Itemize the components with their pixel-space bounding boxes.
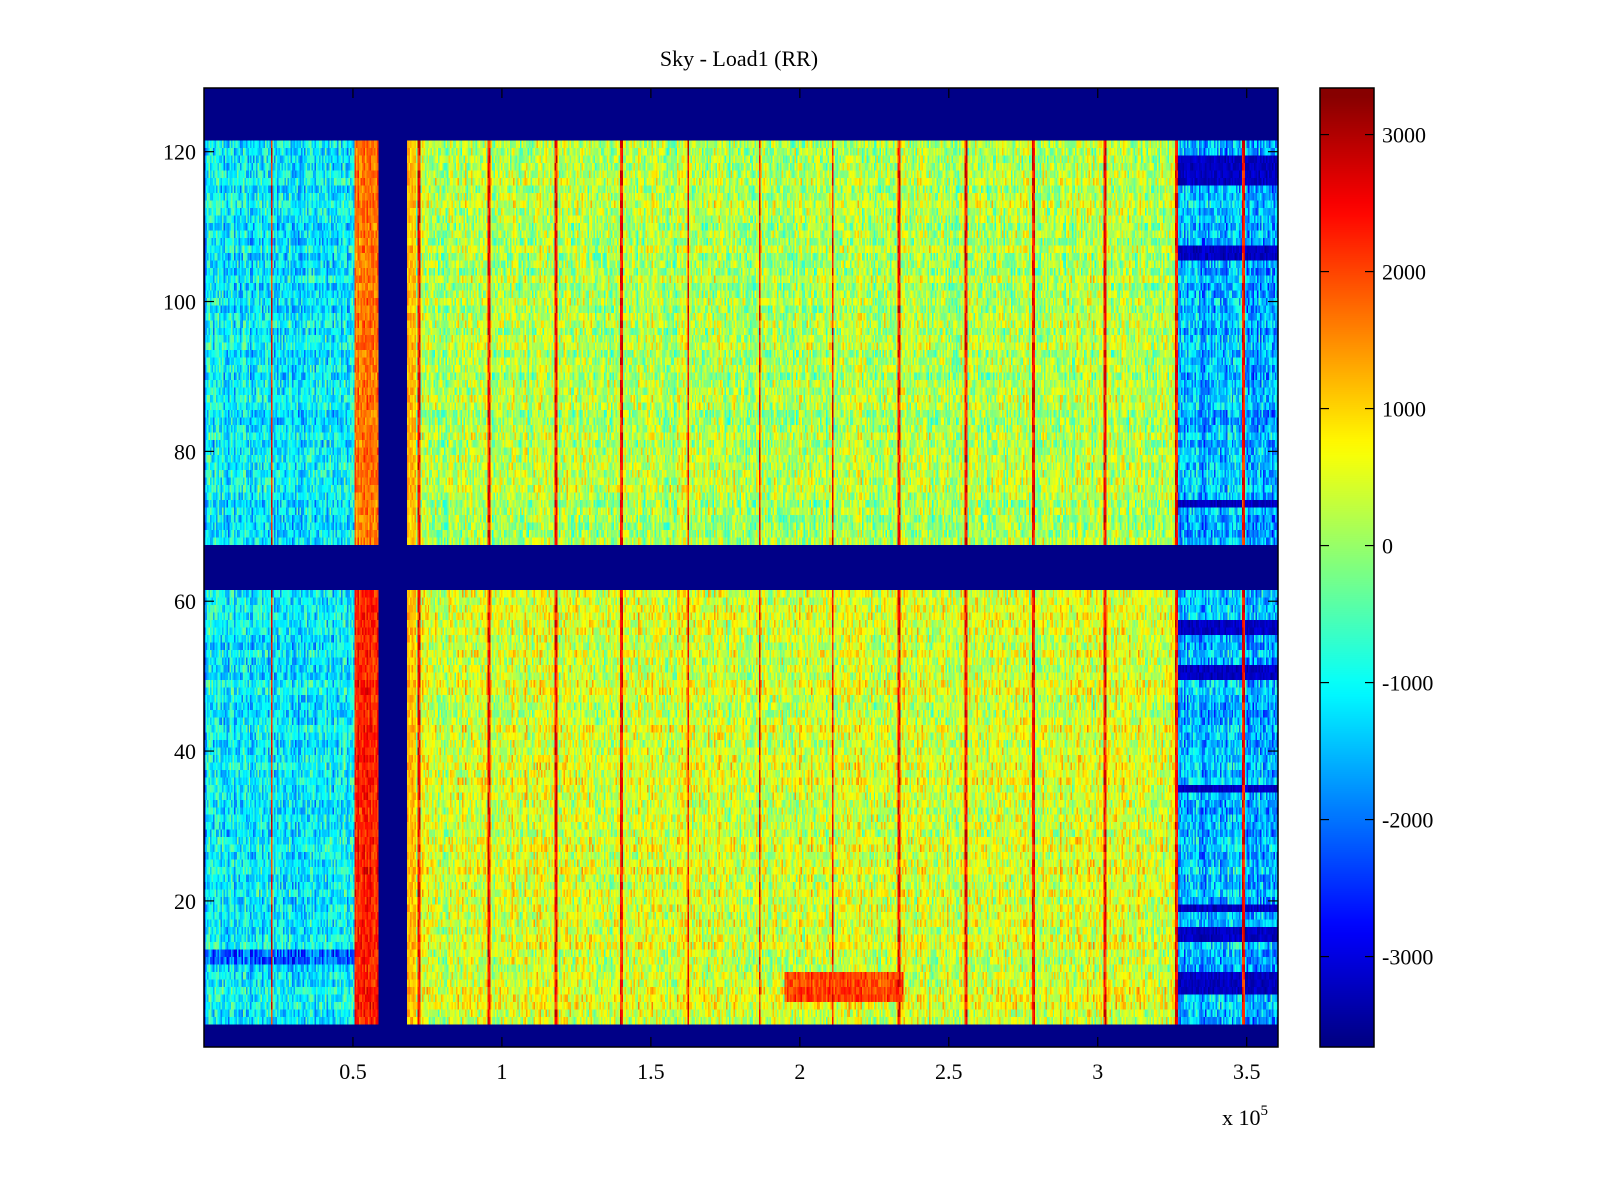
y-tick-label: 20 — [174, 889, 196, 914]
y-tick-label: 100 — [163, 290, 196, 315]
colorbar-ticks: 3000 2000 1000 0 -1000 -2000 -3000 — [1320, 123, 1433, 970]
x-axis-ticks: 0.5 1 1.5 2 2.5 3 3.5 — [339, 88, 1260, 1084]
x-tick-label: 3.5 — [1233, 1059, 1261, 1084]
y-tick-label: 120 — [163, 140, 196, 165]
x-exponent-power: 5 — [1261, 1103, 1269, 1119]
colorbar-tick-label: 3000 — [1382, 123, 1426, 148]
colorbar-tick-label: 2000 — [1382, 260, 1426, 285]
colorbar-tick-label: 1000 — [1382, 397, 1426, 422]
x-exponent-label: x 105 — [1222, 1103, 1268, 1130]
x-exponent-base: x 10 — [1222, 1105, 1261, 1130]
x-tick-label: 2 — [794, 1059, 805, 1084]
colorbar-tick-label: 0 — [1382, 534, 1393, 559]
colorbar-image — [1320, 88, 1374, 1047]
colorbar-tick-label: -1000 — [1382, 671, 1433, 696]
x-tick-label: 1 — [496, 1059, 507, 1084]
y-tick-label: 40 — [174, 739, 196, 764]
y-axis-ticks: 20 40 60 80 100 120 — [163, 140, 1278, 914]
heatmap-image — [204, 88, 1278, 1047]
colorbar-frame — [1319, 87, 1375, 1048]
colorbar-tick-label: -2000 — [1382, 808, 1433, 833]
x-tick-label: 1.5 — [637, 1059, 665, 1084]
x-tick-label: 0.5 — [339, 1059, 367, 1084]
y-tick-label: 60 — [174, 589, 196, 614]
colorbar-tick-label: -3000 — [1382, 945, 1433, 970]
x-tick-label: 3 — [1092, 1059, 1103, 1084]
plot-frame — [203, 87, 1279, 1048]
chart-title: Sky - Load1 (RR) — [660, 46, 818, 71]
x-tick-label: 2.5 — [935, 1059, 963, 1084]
y-tick-label: 80 — [174, 439, 196, 464]
